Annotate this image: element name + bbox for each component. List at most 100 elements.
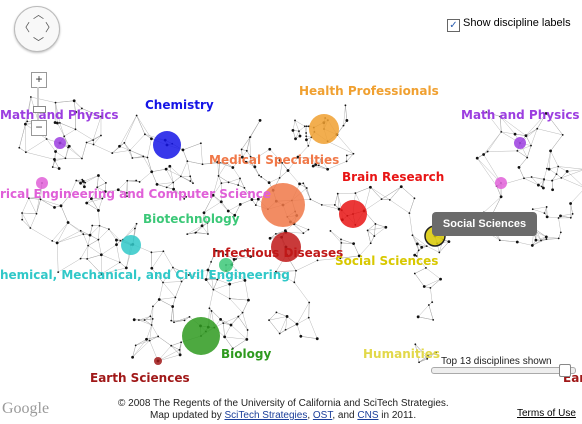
label-health-professionals[interactable]: Health Professionals: [299, 84, 439, 98]
network-node: [24, 151, 27, 154]
network-node: [311, 157, 313, 160]
bubble-chemistry[interactable]: [153, 131, 181, 159]
label-humanities[interactable]: Humanities: [363, 347, 440, 361]
bubble-health[interactable]: [309, 114, 339, 144]
show-labels-toggle[interactable]: ✓ Show discipline labels: [447, 17, 571, 32]
network-edge: [218, 175, 222, 184]
label-social-sciences[interactable]: Social Sciences: [335, 254, 439, 268]
map-update-credit: Map updated by SciTech Strategies, OST, …: [150, 410, 416, 421]
discipline-count-slider[interactable]: [431, 367, 576, 374]
pan-control[interactable]: ︿ ﹀ 〈 〉: [14, 6, 60, 52]
network-edge: [412, 235, 422, 248]
network-node: [524, 134, 528, 138]
google-logo[interactable]: Google: [2, 400, 50, 417]
network-node: [569, 202, 572, 205]
network-edge: [321, 159, 328, 170]
network-node: [373, 235, 376, 237]
network-node: [100, 115, 102, 118]
network-node: [55, 121, 59, 125]
network-edge: [112, 150, 130, 154]
network-edge: [535, 229, 547, 238]
network-edge: [544, 206, 547, 214]
network-node: [342, 124, 345, 127]
checkbox-checked-icon[interactable]: ✓: [447, 19, 460, 32]
pan-left-icon[interactable]: 〈: [19, 22, 30, 34]
network-node: [150, 324, 153, 326]
network-node: [545, 167, 548, 170]
label-biology[interactable]: Biology: [221, 347, 272, 361]
network-node: [239, 177, 241, 180]
network-edge: [424, 278, 441, 287]
network-edge: [375, 223, 386, 228]
network-edge: [417, 243, 427, 247]
terms-of-use-link[interactable]: Terms of Use: [517, 408, 576, 419]
bubble-biology[interactable]: [182, 317, 220, 355]
network-edge: [54, 157, 66, 162]
network-node: [208, 307, 211, 310]
network-node: [415, 255, 418, 257]
zoom-slider-track[interactable]: [37, 87, 39, 120]
network-edge: [159, 282, 164, 300]
network-edge: [211, 276, 218, 280]
network-edge: [119, 115, 137, 147]
link-ost[interactable]: OST: [312, 410, 333, 421]
network-node: [64, 157, 67, 160]
zoom-out-button[interactable]: −: [31, 120, 47, 136]
network-edge: [546, 236, 559, 239]
label-brain-research[interactable]: Brain Research: [342, 170, 445, 184]
bubble-biotech[interactable]: [219, 258, 233, 272]
label-chemistry[interactable]: Chemistry: [145, 98, 214, 112]
bubble-medical[interactable]: [261, 183, 305, 227]
bubble-eecs[interactable]: [36, 177, 48, 189]
network-node: [79, 181, 82, 185]
bubble-brain[interactable]: [339, 200, 367, 228]
zoom-in-button[interactable]: +: [31, 72, 47, 88]
network-node: [186, 160, 189, 163]
network-node: [237, 184, 240, 186]
label-biotechnology[interactable]: Biotechnology: [143, 212, 240, 226]
network-node: [172, 266, 174, 269]
label-math-physics-right[interactable]: Math and Physics: [461, 108, 580, 122]
pan-down-icon[interactable]: ﹀: [33, 37, 44, 49]
label-math-physics[interactable]: Math and Physics: [0, 108, 119, 122]
network-node: [536, 127, 539, 130]
bubble-earth[interactable]: [154, 357, 162, 365]
network-node: [92, 143, 95, 146]
label-infectious-diseases[interactable]: Infectious Diseases: [212, 246, 344, 260]
label-chem-mech-civil-engineering[interactable]: hemical, Mechanical, and Civil Engineeri…: [0, 268, 290, 282]
network-edge: [229, 298, 243, 313]
network-edge: [550, 150, 559, 167]
network-edge: [146, 336, 159, 340]
bubble-infectious[interactable]: [271, 232, 301, 262]
network-node: [164, 167, 168, 171]
network-edge: [211, 310, 221, 320]
bubble-eecs[interactable]: [495, 177, 507, 189]
network-edge: [201, 225, 209, 235]
network-edge: [244, 280, 249, 301]
network-edge: [156, 182, 174, 185]
label-earth-sciences[interactable]: Earth Sciences: [90, 371, 190, 385]
network-edge: [276, 312, 288, 317]
network-node: [119, 239, 122, 242]
zoom-slider-handle[interactable]: [33, 106, 46, 113]
network-edge: [159, 297, 176, 300]
bubble-chem-mech-civil[interactable]: [121, 235, 141, 255]
pan-up-icon[interactable]: ︿: [33, 9, 44, 21]
network-edge: [279, 162, 283, 178]
bubble-math-physics-2[interactable]: [514, 137, 526, 149]
label-medical-specialties[interactable]: Medical Specialties: [209, 153, 340, 167]
link-scitech-strategies[interactable]: SciTech Strategies: [224, 410, 308, 421]
pan-right-icon[interactable]: 〉: [45, 22, 56, 34]
link-cns[interactable]: CNS: [357, 410, 379, 421]
network-node: [162, 250, 165, 253]
network-edge: [89, 225, 93, 236]
network-edge: [546, 206, 548, 217]
network-edge: [517, 150, 528, 158]
discipline-count-slider-handle[interactable]: [559, 364, 571, 377]
bubble-math-physics[interactable]: [54, 137, 66, 149]
label-eecs[interactable]: rical Engineering and Computer Science: [0, 187, 272, 201]
network-edge: [337, 193, 340, 210]
network-edge: [57, 230, 81, 244]
